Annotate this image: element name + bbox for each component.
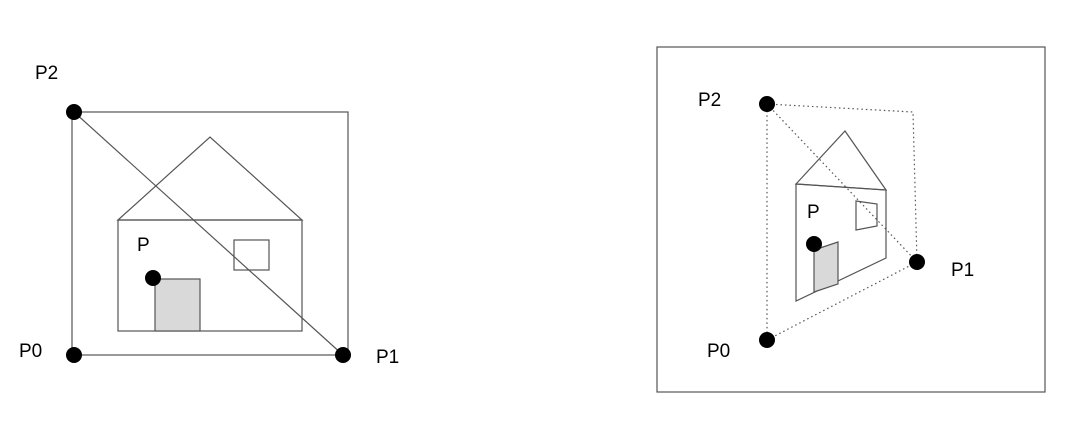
right-house-roof <box>794 130 888 191</box>
right-figure: P2 P1 P0 P <box>656 46 1046 393</box>
left-bounding-square <box>71 111 349 356</box>
left-house-body <box>117 219 303 332</box>
left-figure: P2 P0 P1 P <box>19 63 399 368</box>
right-point-p1 <box>909 254 925 270</box>
right-point-p <box>806 236 822 252</box>
left-house-window <box>233 239 270 271</box>
left-diagonal <box>73 111 344 356</box>
right-house-window <box>855 200 878 231</box>
right-label-p0: P0 <box>707 341 730 362</box>
right-dotted-diagonal <box>766 103 918 263</box>
right-house-body <box>795 183 887 302</box>
left-house-roof <box>116 136 304 221</box>
right-dotted-quad <box>766 103 918 341</box>
right-label-p: P <box>807 202 820 223</box>
left-label-p: P <box>137 235 150 256</box>
left-point-p2 <box>66 104 82 120</box>
right-label-p2: P2 <box>698 90 721 111</box>
left-point-p <box>145 270 161 286</box>
right-point-p2 <box>759 96 775 112</box>
left-point-p0 <box>66 347 82 363</box>
left-label-p0: P0 <box>19 341 42 362</box>
left-point-p1 <box>335 347 351 363</box>
right-frame <box>656 46 1046 393</box>
right-house-door <box>813 241 839 293</box>
left-house-door <box>154 278 201 332</box>
right-label-p1: P1 <box>951 260 974 281</box>
right-point-p0 <box>759 332 775 348</box>
left-label-p1: P1 <box>376 347 399 368</box>
left-label-p2: P2 <box>35 63 58 84</box>
